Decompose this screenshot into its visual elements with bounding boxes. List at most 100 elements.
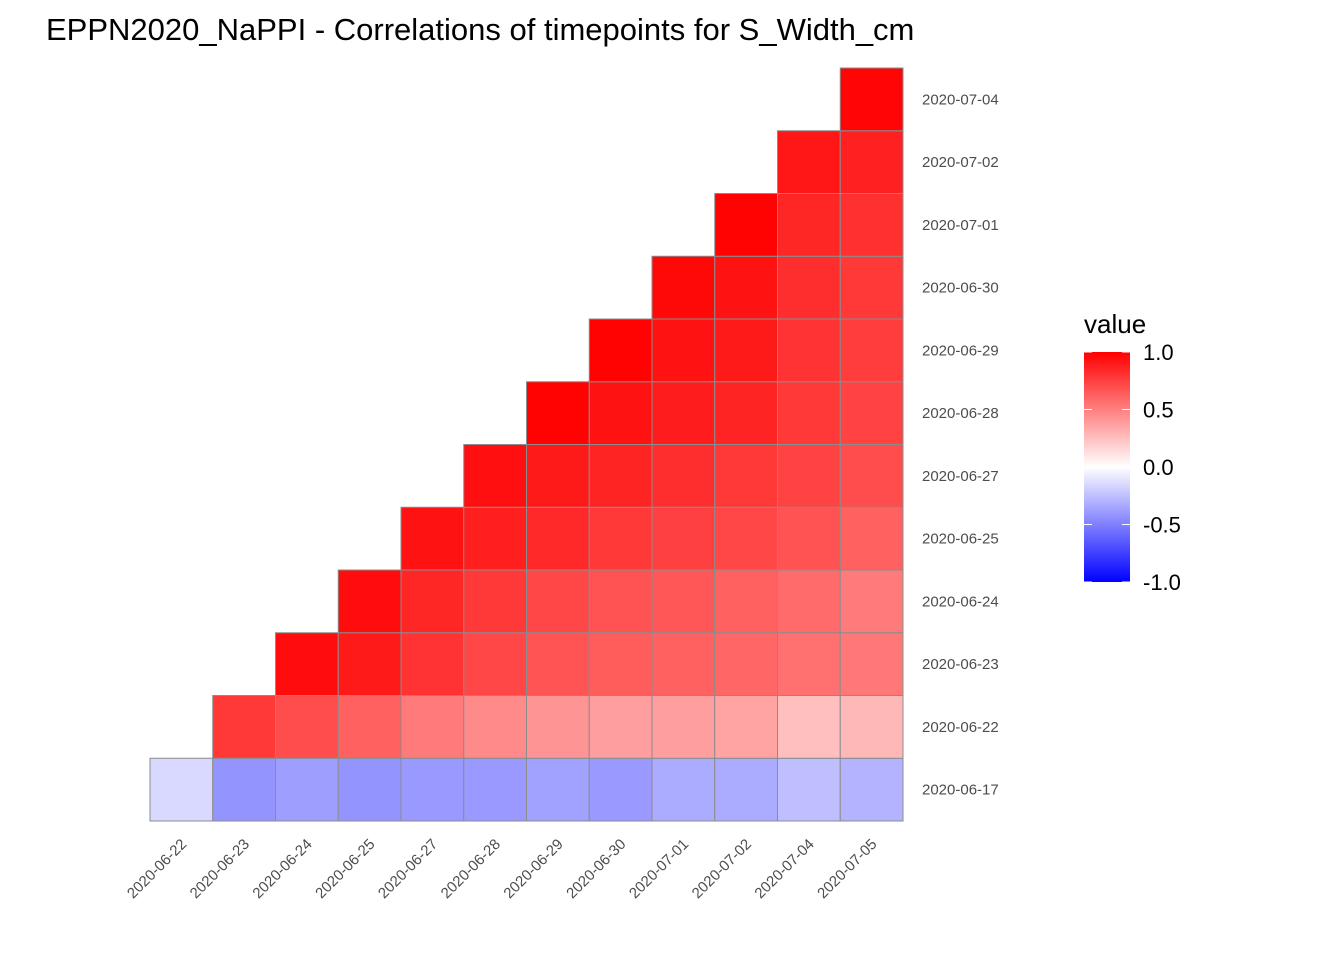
heatmap-cell (777, 193, 841, 257)
heatmap-cell (777, 506, 841, 571)
x-tick-label: 2020-07-01 (626, 836, 692, 902)
x-tick-label: 2020-06-29 (500, 836, 566, 902)
heatmap-cell (651, 632, 716, 696)
legend-tick-label: -1.0 (1143, 570, 1181, 595)
heatmap-cell (588, 569, 653, 634)
y-tick-label: 2020-06-23 (922, 656, 999, 673)
heatmap-cell (275, 757, 339, 822)
heatmap-cell (149, 757, 214, 822)
heatmap-cell (714, 318, 778, 383)
chart-title: EPPN2020_NaPPI - Correlations of timepoi… (46, 12, 914, 47)
heatmap-cell (714, 695, 778, 759)
heatmap-cell (526, 381, 590, 445)
legend-title: value (1084, 309, 1146, 339)
heatmap-cell (714, 506, 778, 571)
legend-tick-label: 0.5 (1143, 398, 1174, 423)
y-tick-label: 2020-06-22 (922, 719, 999, 736)
heatmap-cell (777, 757, 841, 822)
heatmap-cells (149, 67, 904, 822)
heatmap-cell (777, 381, 841, 445)
x-tick-label: 2020-06-24 (249, 836, 315, 902)
x-tick-label: 2020-06-30 (563, 836, 629, 902)
x-tick-label: 2020-06-25 (312, 836, 378, 902)
y-tick-label: 2020-07-02 (922, 154, 999, 171)
heatmap-cell (275, 632, 339, 696)
y-tick-label: 2020-07-04 (922, 91, 999, 108)
heatmap-cell (714, 757, 778, 822)
heatmap-cell (714, 444, 778, 508)
heatmap-cell (588, 695, 653, 759)
heatmap-cell (839, 381, 904, 445)
heatmap-cell (839, 193, 904, 257)
heatmap-cell (651, 381, 716, 445)
heatmap-cell (526, 444, 590, 508)
heatmap-cell (839, 632, 904, 696)
legend-tick-label: -0.5 (1143, 513, 1181, 538)
heatmap-cell (777, 695, 841, 759)
x-tick-label: 2020-06-27 (375, 836, 441, 902)
heatmap-cell (463, 506, 527, 571)
x-tick-label: 2020-06-22 (124, 836, 190, 902)
heatmap-cell (526, 569, 590, 634)
heatmap-cell (651, 506, 716, 571)
y-tick-label: 2020-06-17 (922, 782, 999, 799)
heatmap-cell (651, 569, 716, 634)
legend-ticks: 1.0 0.5 0.0 -0.5 -1.0 (1084, 340, 1181, 595)
heatmap-cell (400, 506, 465, 571)
heatmap-cell (839, 67, 904, 132)
heatmap-cell (337, 569, 402, 634)
heatmap-cell (839, 757, 904, 822)
y-tick-label: 2020-06-27 (922, 468, 999, 485)
heatmap-cell (526, 506, 590, 571)
x-tick-label: 2020-07-02 (689, 836, 755, 902)
heatmap-cell (714, 569, 778, 634)
heatmap-cell (526, 757, 590, 822)
y-axis-ticks: 2020-06-17 2020-06-22 2020-06-23 2020-06-24… (922, 91, 999, 798)
heatmap-cell (463, 757, 527, 822)
heatmap-cell (337, 695, 402, 759)
x-tick-label: 2020-07-04 (751, 836, 817, 902)
heatmap-cell (212, 757, 276, 822)
y-tick-label: 2020-06-29 (922, 342, 999, 359)
heatmap-cell (463, 569, 527, 634)
heatmap-cell (463, 444, 527, 508)
y-tick-label: 2020-06-25 (922, 531, 999, 548)
heatmap-cell (651, 255, 716, 320)
heatmap-cell (651, 444, 716, 508)
heatmap-cell (212, 695, 276, 759)
heatmap-cell (588, 506, 653, 571)
heatmap-cell (714, 255, 778, 320)
heatmap-cell (777, 569, 841, 634)
heatmap-cell (588, 381, 653, 445)
heatmap-cell (588, 444, 653, 508)
heatmap-cell (839, 255, 904, 320)
x-tick-label: 2020-06-23 (187, 836, 253, 902)
heatmap-cell (588, 632, 653, 696)
heatmap-cell (400, 632, 465, 696)
heatmap-cell (337, 757, 402, 822)
heatmap-cell (777, 444, 841, 508)
heatmap-cell (275, 695, 339, 759)
heatmap-cell (839, 569, 904, 634)
heatmap-cell (777, 130, 841, 194)
heatmap-cell (651, 318, 716, 383)
heatmap-cell (839, 695, 904, 759)
legend-tick-label: 0.0 (1143, 455, 1174, 480)
heatmap-cell (839, 506, 904, 571)
x-tick-label: 2020-07-05 (814, 836, 880, 902)
heatmap-cell (714, 193, 778, 257)
heatmap-cell (463, 632, 527, 696)
y-tick-label: 2020-06-24 (922, 593, 999, 610)
heatmap-cell (777, 255, 841, 320)
color-legend: value 1.0 0.5 0.0 -0.5 -1.0 (1084, 309, 1181, 595)
heatmap-cell (526, 695, 590, 759)
heatmap-cell (463, 695, 527, 759)
heatmap-cell (714, 632, 778, 696)
heatmap-cell (400, 569, 465, 634)
heatmap-cell (526, 632, 590, 696)
heatmap-cell (651, 695, 716, 759)
heatmap-cell (714, 381, 778, 445)
heatmap-cell (588, 757, 653, 822)
heatmap-cell (839, 444, 904, 508)
